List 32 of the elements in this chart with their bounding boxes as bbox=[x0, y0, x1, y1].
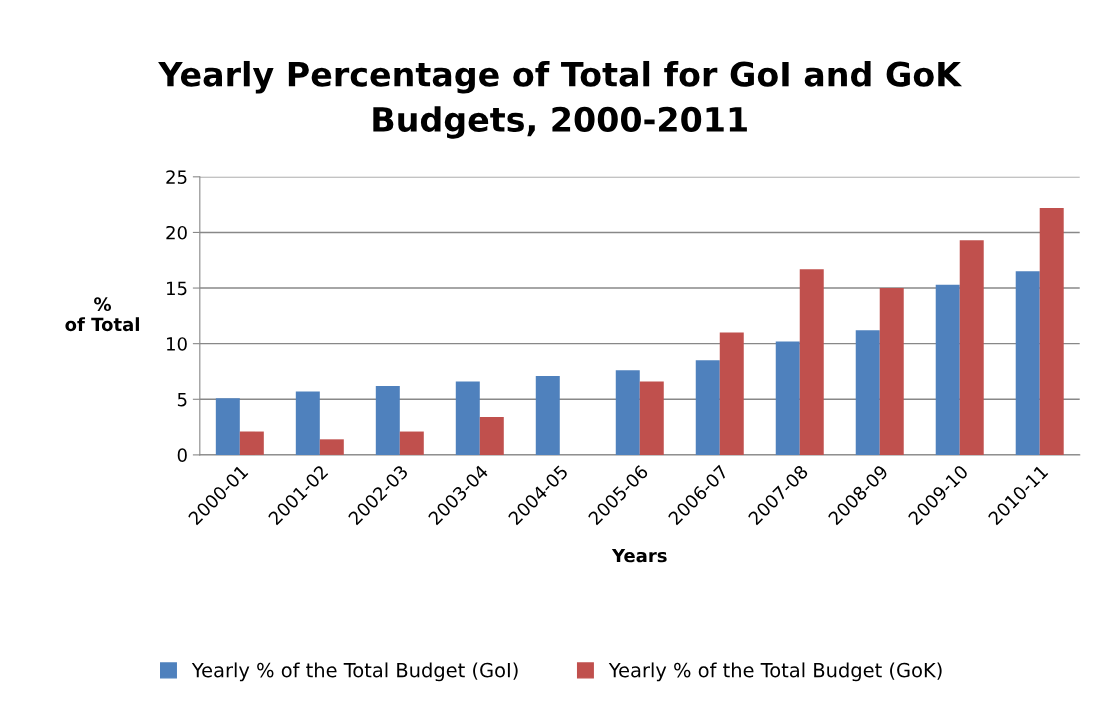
bar bbox=[1039, 207, 1064, 455]
bar bbox=[959, 240, 984, 455]
legend-label: Yearly % of the Total Budget (GoK) bbox=[608, 662, 942, 682]
y-axis-title: % of Total bbox=[65, 297, 139, 332]
y-tick-label: 0 bbox=[177, 448, 187, 463]
bar bbox=[1015, 271, 1040, 455]
bar bbox=[935, 284, 960, 455]
bar bbox=[719, 332, 744, 455]
y-tick-label: 15 bbox=[167, 281, 187, 296]
bar bbox=[615, 370, 640, 455]
bar bbox=[319, 439, 344, 455]
chart-title: Yearly Percentage of Total for GoI and GoK Budgets, 2000-2011 bbox=[158, 60, 963, 139]
bar bbox=[239, 431, 264, 455]
bar bbox=[215, 398, 240, 455]
bar bbox=[775, 341, 800, 455]
y-tick-label: 25 bbox=[166, 170, 187, 184]
bar bbox=[399, 431, 424, 455]
bar bbox=[695, 360, 720, 455]
bar bbox=[639, 381, 664, 455]
y-tick-label: 5 bbox=[177, 392, 187, 407]
legend-label: Yearly % of the Total Budget (GoI) bbox=[191, 662, 518, 682]
y-tick-label: 10 bbox=[167, 337, 187, 351]
bar bbox=[535, 375, 560, 455]
bar bbox=[799, 269, 824, 455]
bar bbox=[879, 288, 904, 455]
bar bbox=[479, 417, 504, 455]
bar bbox=[855, 330, 880, 455]
bar bbox=[375, 385, 400, 455]
bar bbox=[455, 381, 480, 455]
x-axis-title: Years bbox=[611, 548, 667, 563]
bar bbox=[295, 391, 320, 455]
y-tick-label: 20 bbox=[166, 225, 187, 240]
